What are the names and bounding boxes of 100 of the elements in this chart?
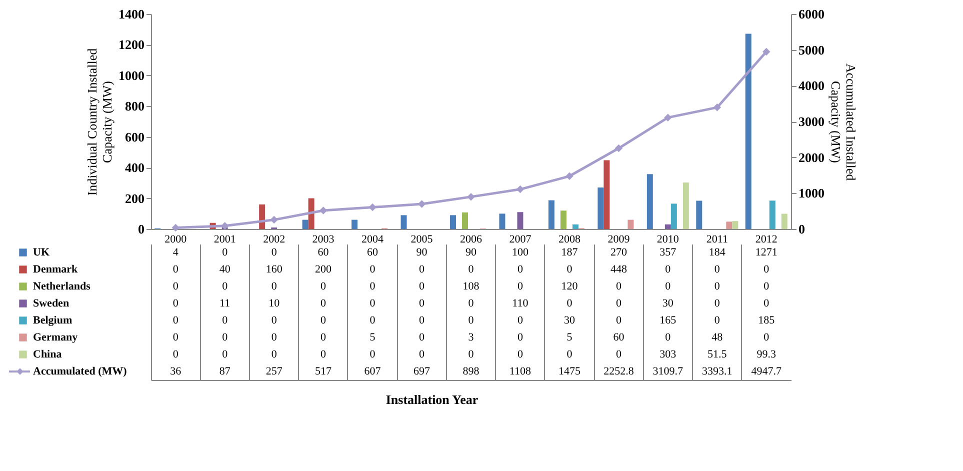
- bar: [499, 214, 506, 229]
- bar: [769, 200, 776, 229]
- y-tick-label: 200: [125, 190, 144, 206]
- data-label: 1475: [558, 366, 581, 378]
- bar: [781, 214, 788, 229]
- data-label: 0: [172, 348, 179, 360]
- legend-label: Accumulated (MW): [33, 366, 128, 378]
- bar: [560, 210, 566, 229]
- data-label: 257: [266, 366, 283, 378]
- data-label: 0: [517, 280, 524, 292]
- y-tick-label: 1400: [118, 6, 144, 22]
- data-label: 0: [320, 332, 327, 344]
- data-label: 5: [566, 332, 573, 344]
- data-label: 0: [517, 314, 524, 326]
- data-label: 110: [512, 298, 529, 310]
- data-label: 0: [764, 332, 770, 344]
- x-tick-label: 2002: [263, 234, 286, 246]
- data-label: 0: [172, 314, 179, 326]
- x-tick-label: 2012: [755, 234, 778, 246]
- legend-label: China: [33, 348, 62, 360]
- data-label: 90: [466, 246, 477, 258]
- x-tick-label: 2006: [460, 234, 482, 246]
- legend-label: Belgium: [33, 314, 72, 326]
- data-label: 60: [318, 246, 330, 258]
- y2-tick-label: 1000: [798, 186, 824, 201]
- data-label: 0: [320, 314, 327, 326]
- point: [664, 114, 672, 122]
- data-label: 40: [219, 264, 231, 276]
- data-label: 0: [271, 280, 278, 292]
- data-label: 51.5: [708, 348, 728, 360]
- data-label: 2252.8: [604, 366, 634, 378]
- data-label: 303: [660, 348, 677, 360]
- bar: [604, 160, 610, 229]
- bar: [548, 200, 554, 229]
- legend-label: Sweden: [33, 298, 70, 310]
- data-label: 0: [370, 298, 376, 310]
- point: [172, 224, 180, 232]
- y2-tick-label: 5000: [798, 42, 824, 58]
- data-label: 60: [367, 246, 379, 258]
- legend-label: Germany: [33, 332, 78, 344]
- bar: [517, 212, 524, 229]
- data-label: 0: [566, 298, 573, 310]
- bar: [628, 220, 634, 229]
- bar: [400, 215, 407, 229]
- data-label: 357: [660, 246, 677, 258]
- data-label: 87: [219, 366, 231, 378]
- data-label: 4947.7: [751, 366, 782, 378]
- data-label: 0: [172, 298, 179, 310]
- data-label: 100: [512, 246, 529, 258]
- data-label: 3: [468, 332, 474, 344]
- data-label: 0: [172, 264, 179, 276]
- point: [270, 216, 278, 224]
- data-label: 0: [172, 280, 179, 292]
- data-label: 1108: [509, 366, 532, 378]
- point: [368, 203, 376, 212]
- data-label: 187: [561, 246, 578, 258]
- data-label: 0: [714, 280, 720, 292]
- data-label: 120: [561, 280, 578, 292]
- data-label: 0: [320, 348, 327, 360]
- x-tick-label: 2004: [362, 234, 384, 246]
- y-tick-label: 0: [138, 222, 144, 236]
- x-tick-label: 2005: [410, 234, 434, 246]
- data-label: 0: [320, 298, 327, 310]
- legend-label: UK: [33, 246, 50, 258]
- bar: [745, 34, 752, 229]
- data-label: 5: [370, 332, 376, 344]
- data-label: 0: [665, 264, 672, 276]
- data-label: 0: [370, 314, 376, 326]
- data-label: 0: [320, 280, 327, 292]
- bar: [598, 188, 604, 229]
- bar: [670, 204, 677, 229]
- x-tick-label: 2009: [608, 234, 630, 246]
- data-label: 10: [268, 298, 280, 310]
- data-label: 0: [468, 298, 474, 310]
- data-label: 0: [419, 348, 426, 360]
- data-label: 0: [566, 348, 573, 360]
- data-label: 99.3: [756, 348, 777, 360]
- data-label: 0: [419, 280, 426, 292]
- x-tick-label: 2007: [509, 234, 532, 246]
- y-axis-title: Individual Country Installed Capacity (MW): [84, 48, 114, 196]
- data-label: 448: [610, 264, 628, 276]
- bar: [450, 215, 456, 229]
- data-label: 0: [370, 280, 376, 292]
- data-label: 0: [714, 298, 720, 310]
- data-label: 200: [315, 264, 332, 276]
- data-label: 0: [222, 314, 228, 326]
- bar: [732, 221, 738, 229]
- bar: [696, 200, 702, 229]
- data-label: 0: [517, 264, 524, 276]
- data-label: 60: [613, 332, 625, 344]
- data-label: 0: [714, 314, 720, 326]
- data-label: 0: [468, 264, 474, 276]
- data-label: 0: [370, 264, 376, 276]
- point: [614, 144, 623, 152]
- point: [319, 206, 328, 214]
- legend-label: Netherlands: [33, 280, 92, 292]
- data-label: 0: [517, 348, 524, 360]
- legend-label: Denmark: [33, 264, 78, 276]
- data-label: 0: [172, 332, 179, 344]
- y2-tick-label: 2000: [798, 150, 824, 165]
